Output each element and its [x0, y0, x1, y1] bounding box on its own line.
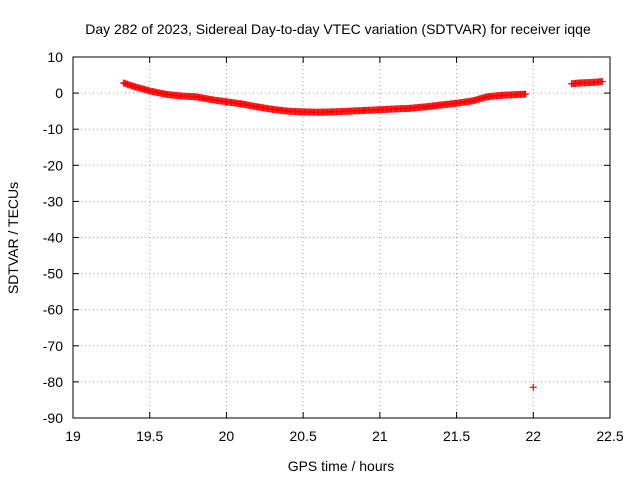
- x-tick-label: 19: [65, 428, 81, 444]
- data-points: [120, 78, 606, 391]
- x-axis-label: GPS time / hours: [288, 458, 395, 474]
- y-tick-label: -60: [43, 302, 63, 318]
- y-tick-label: -90: [43, 410, 63, 426]
- x-tick-label: 21: [372, 428, 388, 444]
- y-tick-label: 10: [47, 49, 63, 65]
- y-tick-label: -20: [43, 157, 63, 173]
- x-tick-label: 22.5: [596, 428, 623, 444]
- data-point: [522, 90, 530, 98]
- y-tick-label: -40: [43, 230, 63, 246]
- y-tick-labels: 10 0 -10 -20 -30 -40 -50 -60 -70 -80 -90: [43, 49, 63, 426]
- data-point: [529, 383, 537, 391]
- x-tick-label: 20: [219, 428, 235, 444]
- y-tick-label: -10: [43, 121, 63, 137]
- x-tick-label: 21.5: [443, 428, 470, 444]
- y-tick-label: -30: [43, 193, 63, 209]
- y-tick-label: -80: [43, 374, 63, 390]
- x-tick-labels: 19 19.5 20 20.5 21 21.5 22 22.5: [65, 428, 624, 444]
- x-tick-label: 20.5: [290, 428, 317, 444]
- grid-lines: [73, 57, 610, 418]
- x-tick-label: 22: [525, 428, 541, 444]
- axis-ticks: [72, 56, 611, 419]
- x-tick-label: 19.5: [136, 428, 163, 444]
- y-tick-label: -50: [43, 266, 63, 282]
- y-axis-label: SDTVAR / TECUs: [5, 182, 21, 294]
- y-tick-label: -70: [43, 338, 63, 354]
- y-tick-label: 0: [55, 85, 63, 101]
- data-point: [598, 78, 606, 86]
- chart-title: Day 282 of 2023, Sidereal Day-to-day VTE…: [85, 21, 591, 37]
